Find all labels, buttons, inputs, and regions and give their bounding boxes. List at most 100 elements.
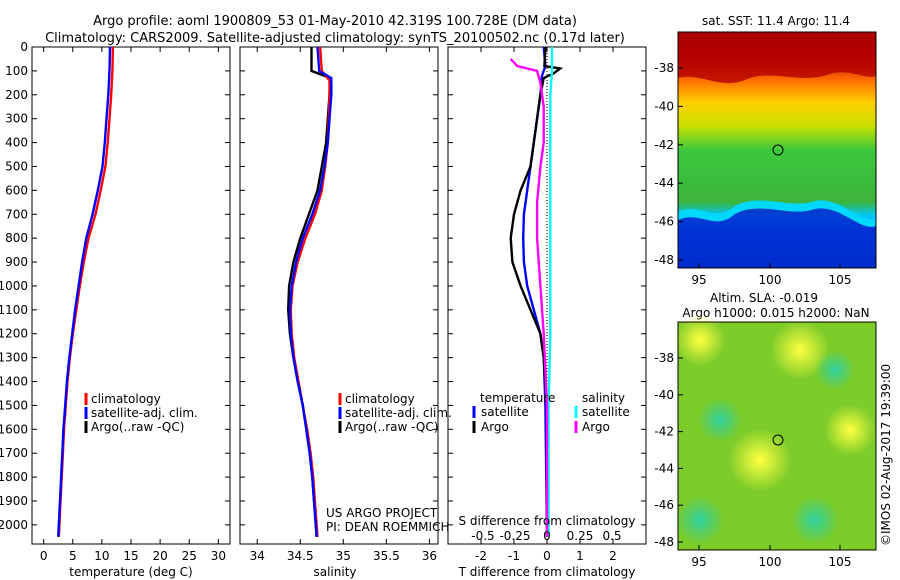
sla-map-yticks: -38 -40 -42 -44 -46 -48 — [654, 351, 683, 549]
top-tick-label: -0.5 — [471, 529, 494, 543]
sla-blob — [770, 320, 830, 380]
map-x-tick-label: 95 — [691, 273, 706, 287]
x-tick-label: -1 — [508, 549, 520, 563]
legend-temperature-heading: temperature — [480, 391, 555, 405]
title-line2: Climatology: CARS2009. Satellite-adjuste… — [45, 31, 625, 46]
sla-blob — [824, 404, 876, 456]
y-tick-label: 1200 — [0, 327, 28, 341]
salinity-xlabel: salinity — [313, 565, 356, 579]
legend-argo-label: Argo(..raw -QC) — [345, 420, 438, 434]
salinity-axes — [239, 46, 439, 545]
legend-satellite-label: satellite-adj. clim. — [91, 406, 198, 420]
sst-map-warm-edge — [678, 32, 876, 84]
temperature-yticks: 0 100 200 300 400 500 600 700 800 900 1000 1100 1200… — [0, 40, 646, 532]
difference-panel: -2 -1 0 1 2 T difference from climatology S … — [447, 46, 647, 579]
difference-xlabel: T difference from climatology — [458, 565, 636, 579]
y-tick-label: 2000 — [0, 518, 28, 532]
series-line-satellite-adj-clim- — [57, 46, 112, 537]
series-line-satellite-adj-clim- — [288, 46, 333, 537]
legend-satellite-label: satellite-adj. clim. — [345, 406, 452, 420]
y-tick-label: 1300 — [0, 351, 28, 365]
salinity-lines — [286, 46, 333, 537]
series-line-s-argo — [509, 58, 549, 537]
project-label: US ARGO PROJECT — [326, 506, 438, 520]
x-tick-label: 34 — [250, 549, 265, 563]
y-tick-label: 200 — [5, 88, 28, 102]
y-tick-label: 900 — [5, 255, 28, 269]
difference-legend: temperature salinity satellite Argo sate… — [472, 391, 630, 434]
map-y-tick-label: -40 — [654, 99, 674, 113]
map-y-tick-label: -48 — [654, 535, 674, 549]
y-tick-label: 1900 — [0, 494, 28, 508]
x-tick-label: 35 — [336, 549, 351, 563]
map-x-tick-label: 95 — [691, 555, 706, 569]
top-tick-label: 0.5 — [602, 529, 621, 543]
temperature-lines — [57, 46, 115, 537]
sla-blob — [728, 428, 792, 492]
temperature-xlabel: temperature (deg C) — [69, 565, 192, 579]
y-tick-label: 1600 — [0, 422, 28, 436]
y-tick-label: 700 — [5, 207, 28, 221]
map-y-tick-label: -40 — [654, 388, 674, 402]
temperature-panel: 0100200300400500600700800900100011001200… — [0, 40, 646, 579]
argo-location-marker — [772, 144, 784, 156]
temperature-legend: climatology satellite-adj. clim. Argo(..… — [84, 392, 198, 434]
legend-climatology-label: climatology — [345, 392, 415, 406]
map-x-tick-label: 100 — [759, 273, 782, 287]
legend-s-argo-label: Argo — [582, 420, 610, 434]
x-tick-label: 34.5 — [287, 549, 314, 563]
series-line-t-argo — [509, 46, 564, 537]
map-x-tick-label: 105 — [829, 273, 852, 287]
y-tick-label: 600 — [5, 183, 28, 197]
title-line1: Argo profile: aoml 1900809_53 01-May-201… — [93, 14, 577, 29]
sst-map-xticks: 95 100 105 — [691, 263, 851, 287]
y-tick-label: 1400 — [0, 375, 28, 389]
x-tick-label: 0 — [40, 549, 48, 563]
map-y-tick-label: -44 — [654, 176, 674, 190]
salinity-panel: 34 34.5 35 35.5 36 salinity climatology sate… — [239, 46, 452, 579]
x-tick-label: 1 — [576, 549, 584, 563]
x-tick-label: 35.5 — [373, 549, 400, 563]
y-tick-label: 1100 — [0, 303, 28, 317]
sla-map-frame — [677, 321, 877, 551]
difference-top-ticks: -0.5 -0.25 0 0.25 0.5 — [471, 529, 621, 543]
y-tick-label: 800 — [5, 231, 28, 245]
legend-salinity-heading: salinity — [582, 391, 625, 405]
y-tick-label: 1800 — [0, 470, 28, 484]
difference-top-xlabel: S difference from climatology — [459, 514, 636, 528]
x-tick-label: 0 — [543, 549, 551, 563]
series-line-argo — [286, 47, 332, 537]
y-tick-label: 1700 — [0, 446, 28, 460]
sla-map-xticks: 95 100 105 — [691, 545, 851, 569]
sla-blob — [674, 314, 726, 366]
salinity-legend: climatology satellite-adj. clim. Argo(..… — [338, 392, 452, 434]
sla-map-title1: Altim. SLA: -0.019 — [710, 291, 818, 305]
legend-t-argo-label: Argo — [481, 420, 509, 434]
series-line-climatology — [57, 46, 115, 537]
x-tick-label: 10 — [94, 549, 109, 563]
difference-lines — [509, 46, 564, 537]
sla-blob — [676, 496, 724, 544]
map-y-tick-label: -38 — [654, 351, 674, 365]
legend-s-satellite-label: satellite — [582, 405, 630, 419]
sla-map-title2: Argo h1000: 0.015 h2000: NaN — [682, 306, 869, 320]
sst-map-title: sat. SST: 11.4 Argo: 11.4 — [702, 14, 850, 28]
top-tick-label: 0.25 — [567, 529, 594, 543]
x-tick-label: 20 — [152, 549, 167, 563]
x-tick-label: 36 — [422, 549, 437, 563]
temperature-xticks: 0 5 10 15 20 25 30 — [40, 47, 226, 563]
map-x-tick-label: 105 — [829, 555, 852, 569]
x-tick-label: 5 — [69, 549, 77, 563]
sst-map-front — [678, 204, 876, 268]
y-tick-label: 0 — [20, 40, 28, 54]
x-tick-label: 25 — [182, 549, 197, 563]
y-tick-label: 1000 — [0, 279, 28, 293]
sst-map-cyan-band — [678, 200, 876, 227]
map-y-tick-label: -42 — [654, 138, 674, 152]
x-tick-label: 15 — [123, 549, 138, 563]
sst-map-frame — [677, 31, 877, 269]
map-y-tick-label: -42 — [654, 425, 674, 439]
map-y-tick-label: -44 — [654, 461, 674, 475]
pi-label: PI: DEAN ROEMMICH — [326, 520, 449, 534]
